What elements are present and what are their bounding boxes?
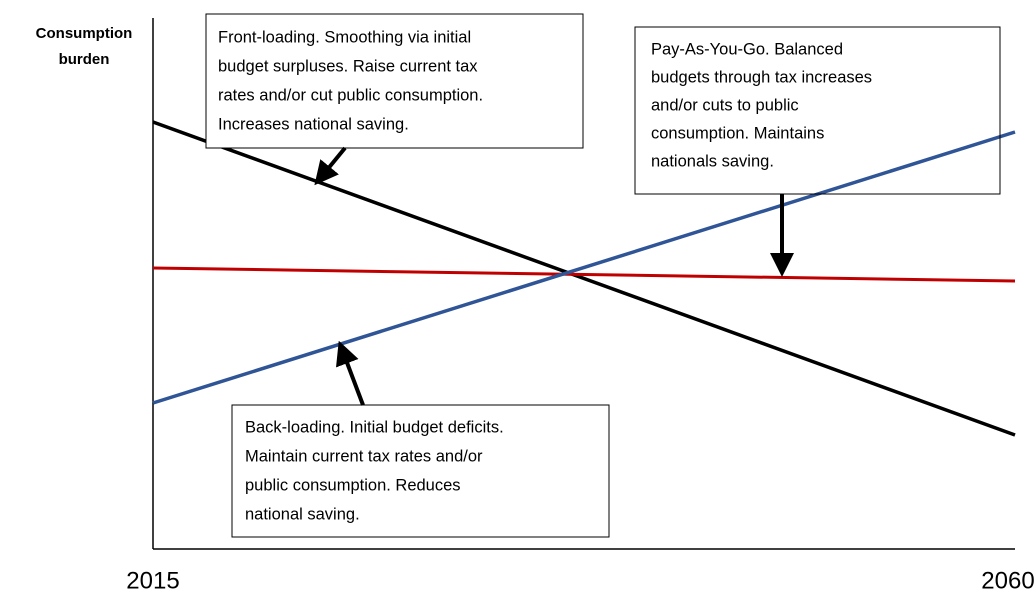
note-text: Maintain current tax rates and/or: [245, 447, 483, 465]
note-text: nationals saving.: [651, 152, 774, 170]
note-text: public consumption. Reduces: [245, 476, 461, 494]
y-axis-label: Consumption: [36, 25, 133, 42]
note-text: consumption. Maintains: [651, 124, 824, 142]
note-text: Back-loading. Initial budget deficits.: [245, 418, 504, 436]
front-loading-line: [152, 120, 1016, 437]
note-text: Front-loading. Smoothing via initial: [218, 28, 471, 46]
y-axis-label: burden: [59, 51, 110, 68]
note-text: budgets through tax increases: [651, 68, 872, 86]
note-text: Increases national saving.: [218, 115, 409, 133]
note-text: rates and/or cut public consumption.: [218, 86, 483, 104]
note-text: budget surpluses. Raise current tax: [218, 57, 478, 75]
pay-as-you-go-line: [152, 266, 1016, 283]
arrow: [336, 340, 365, 406]
note-text: and/or cuts to public: [651, 96, 799, 114]
x-label: 2060: [981, 567, 1034, 594]
back-loading-line: [152, 130, 1016, 405]
x-label: 2015: [126, 567, 179, 594]
note-text: national saving.: [245, 505, 360, 523]
note-box: [231, 404, 610, 538]
note-box: [205, 13, 584, 149]
note-text: Pay-As-You-Go. Balanced: [651, 40, 843, 58]
arrow: [314, 146, 347, 186]
note-box: [634, 26, 1001, 195]
